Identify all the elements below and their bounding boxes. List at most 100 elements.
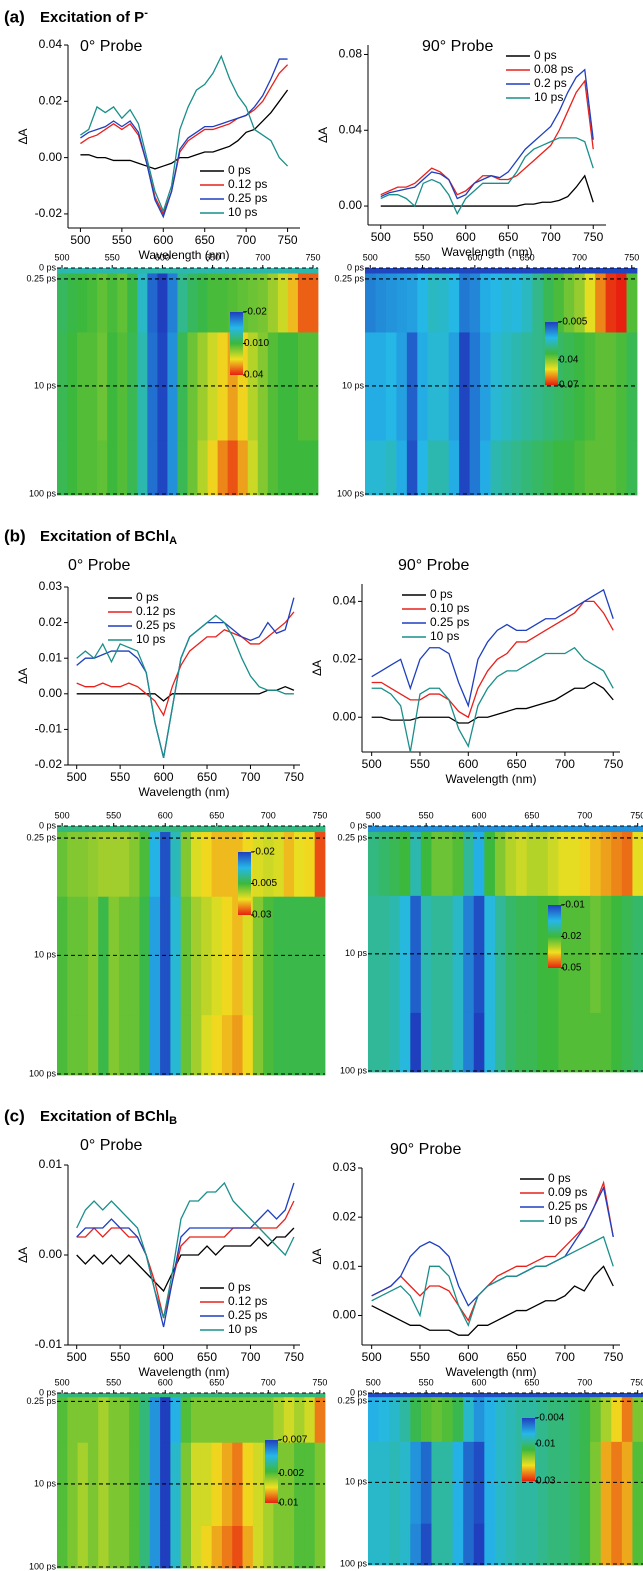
heatmap-cell bbox=[211, 896, 223, 1016]
heatmap-cell bbox=[87, 1393, 99, 1398]
heatmap-cell bbox=[574, 440, 586, 496]
heatmap-cell bbox=[201, 1442, 213, 1527]
heatmap-cell bbox=[263, 1525, 274, 1569]
heatmap-cell bbox=[263, 896, 274, 1016]
heatmap-cell bbox=[537, 1441, 549, 1525]
y-tick-label: 0.03 bbox=[39, 579, 63, 593]
heatmap-cell bbox=[511, 332, 523, 441]
heatmap-cell bbox=[595, 332, 607, 441]
heatmap-cell bbox=[505, 895, 517, 1014]
heatmap-cell bbox=[584, 440, 596, 496]
heatmap-cell bbox=[469, 332, 481, 441]
heatmap-cell bbox=[129, 1397, 140, 1444]
heatmap-cell bbox=[595, 440, 607, 496]
heatmap-cell bbox=[257, 273, 269, 333]
y-tick-label: -0.02 bbox=[35, 757, 63, 771]
series-line bbox=[76, 1227, 295, 1293]
heatmap-cell bbox=[480, 440, 491, 496]
x-tick-label: 600 bbox=[458, 1350, 478, 1364]
panel-title: Excitation of BChlA bbox=[40, 528, 177, 547]
heatmap-cell bbox=[314, 1525, 326, 1569]
heatmap-cell bbox=[98, 1397, 109, 1444]
heatmap-cell bbox=[410, 1393, 422, 1398]
heatmap-cell bbox=[438, 268, 450, 274]
heatmap-cell bbox=[77, 1397, 89, 1444]
heatmap-cell bbox=[129, 896, 140, 1016]
heatmap-cell bbox=[67, 268, 78, 274]
heatmap-cell bbox=[118, 832, 130, 898]
heatmap-cell bbox=[368, 1012, 379, 1073]
heatmap-cell bbox=[406, 268, 418, 274]
heatmap-cell bbox=[180, 1525, 192, 1569]
heatmap-cell bbox=[211, 826, 223, 833]
heatmap-cell bbox=[139, 832, 151, 898]
heatmap-cell bbox=[129, 832, 140, 898]
heatmap-cell bbox=[287, 440, 299, 496]
y-tick-label: 0.08 bbox=[339, 47, 363, 61]
heatmap-cell bbox=[118, 1015, 130, 1076]
heatmap-cell bbox=[197, 273, 208, 333]
heatmap-cell bbox=[563, 440, 575, 496]
heatmap-cell bbox=[139, 1393, 151, 1398]
heatmap-cell bbox=[160, 1525, 171, 1569]
heatmap-cell bbox=[247, 440, 259, 496]
heatmap-cell bbox=[378, 1523, 390, 1566]
heatmap-cell bbox=[537, 1523, 549, 1566]
panel-title-text: Excitation of BChl bbox=[40, 1108, 169, 1125]
heatmap-cell bbox=[237, 440, 249, 496]
heatmap-cell bbox=[494, 895, 506, 1014]
x-tick-label: 550 bbox=[410, 757, 430, 771]
heatmap-cell bbox=[108, 832, 120, 898]
heatmap-cell bbox=[494, 1393, 506, 1398]
heatmap-cell bbox=[170, 1397, 182, 1444]
heatmap-cell bbox=[57, 332, 68, 441]
heatmap-cell bbox=[177, 440, 188, 496]
heatmap-cell bbox=[257, 268, 269, 274]
panel-title: Excitation of BChlB bbox=[40, 1108, 177, 1127]
heatmap-cell bbox=[273, 1015, 285, 1076]
series-line bbox=[371, 1180, 614, 1322]
heatmap-cell bbox=[621, 1012, 633, 1073]
y-tick-label: 0 ps bbox=[350, 820, 368, 830]
heatmap-cell bbox=[98, 1015, 109, 1076]
heatmap-cell bbox=[452, 1012, 464, 1073]
heatmap-cell bbox=[139, 896, 151, 1016]
y-tick-label: 100 ps bbox=[340, 1065, 368, 1075]
x-tick-label: 500 bbox=[366, 1377, 381, 1387]
heatmap-cell bbox=[473, 1012, 485, 1073]
heatmap-cell bbox=[574, 273, 586, 333]
heatmap-cell bbox=[107, 332, 118, 441]
heatmap-cell bbox=[547, 831, 559, 897]
heatmap-cell bbox=[605, 332, 617, 441]
y-tick-label: 0.00 bbox=[333, 1308, 357, 1322]
heatmap-cell bbox=[611, 1397, 623, 1443]
heatmap-cell bbox=[127, 440, 138, 496]
colorbar-label: -0.01 bbox=[562, 900, 585, 911]
x-tick-label: 650 bbox=[205, 252, 220, 262]
heatmap-cell bbox=[57, 826, 68, 833]
heatmap-cell bbox=[521, 273, 533, 333]
heatmap-cell bbox=[420, 1523, 432, 1566]
heatmap-cell bbox=[263, 826, 274, 833]
y-tick-label: 0.00 bbox=[339, 198, 363, 212]
heatmap-cell bbox=[442, 826, 454, 833]
heatmap-cell bbox=[501, 440, 512, 496]
colorbar bbox=[238, 852, 251, 915]
colorbar-label: 0.01 bbox=[536, 1439, 556, 1450]
heatmap-cell bbox=[579, 1523, 591, 1566]
heatmap-cell bbox=[127, 268, 138, 274]
heatmap-cell bbox=[611, 1441, 623, 1525]
colorbar bbox=[548, 905, 561, 968]
heatmap-cell bbox=[242, 1015, 254, 1076]
heatmap-cell bbox=[526, 826, 538, 833]
heatmap-cell bbox=[149, 1397, 161, 1444]
heatmap-cell bbox=[558, 1012, 570, 1073]
heatmap-cell bbox=[187, 440, 198, 496]
heatmap-cell bbox=[600, 895, 612, 1014]
heatmap-cell bbox=[67, 1442, 79, 1527]
heatmap-cell bbox=[57, 832, 68, 898]
heatmap-cell bbox=[590, 826, 602, 833]
heatmap-cell bbox=[431, 1397, 443, 1443]
y-tick-label: 10 ps bbox=[345, 1477, 368, 1487]
series-line bbox=[80, 64, 289, 216]
